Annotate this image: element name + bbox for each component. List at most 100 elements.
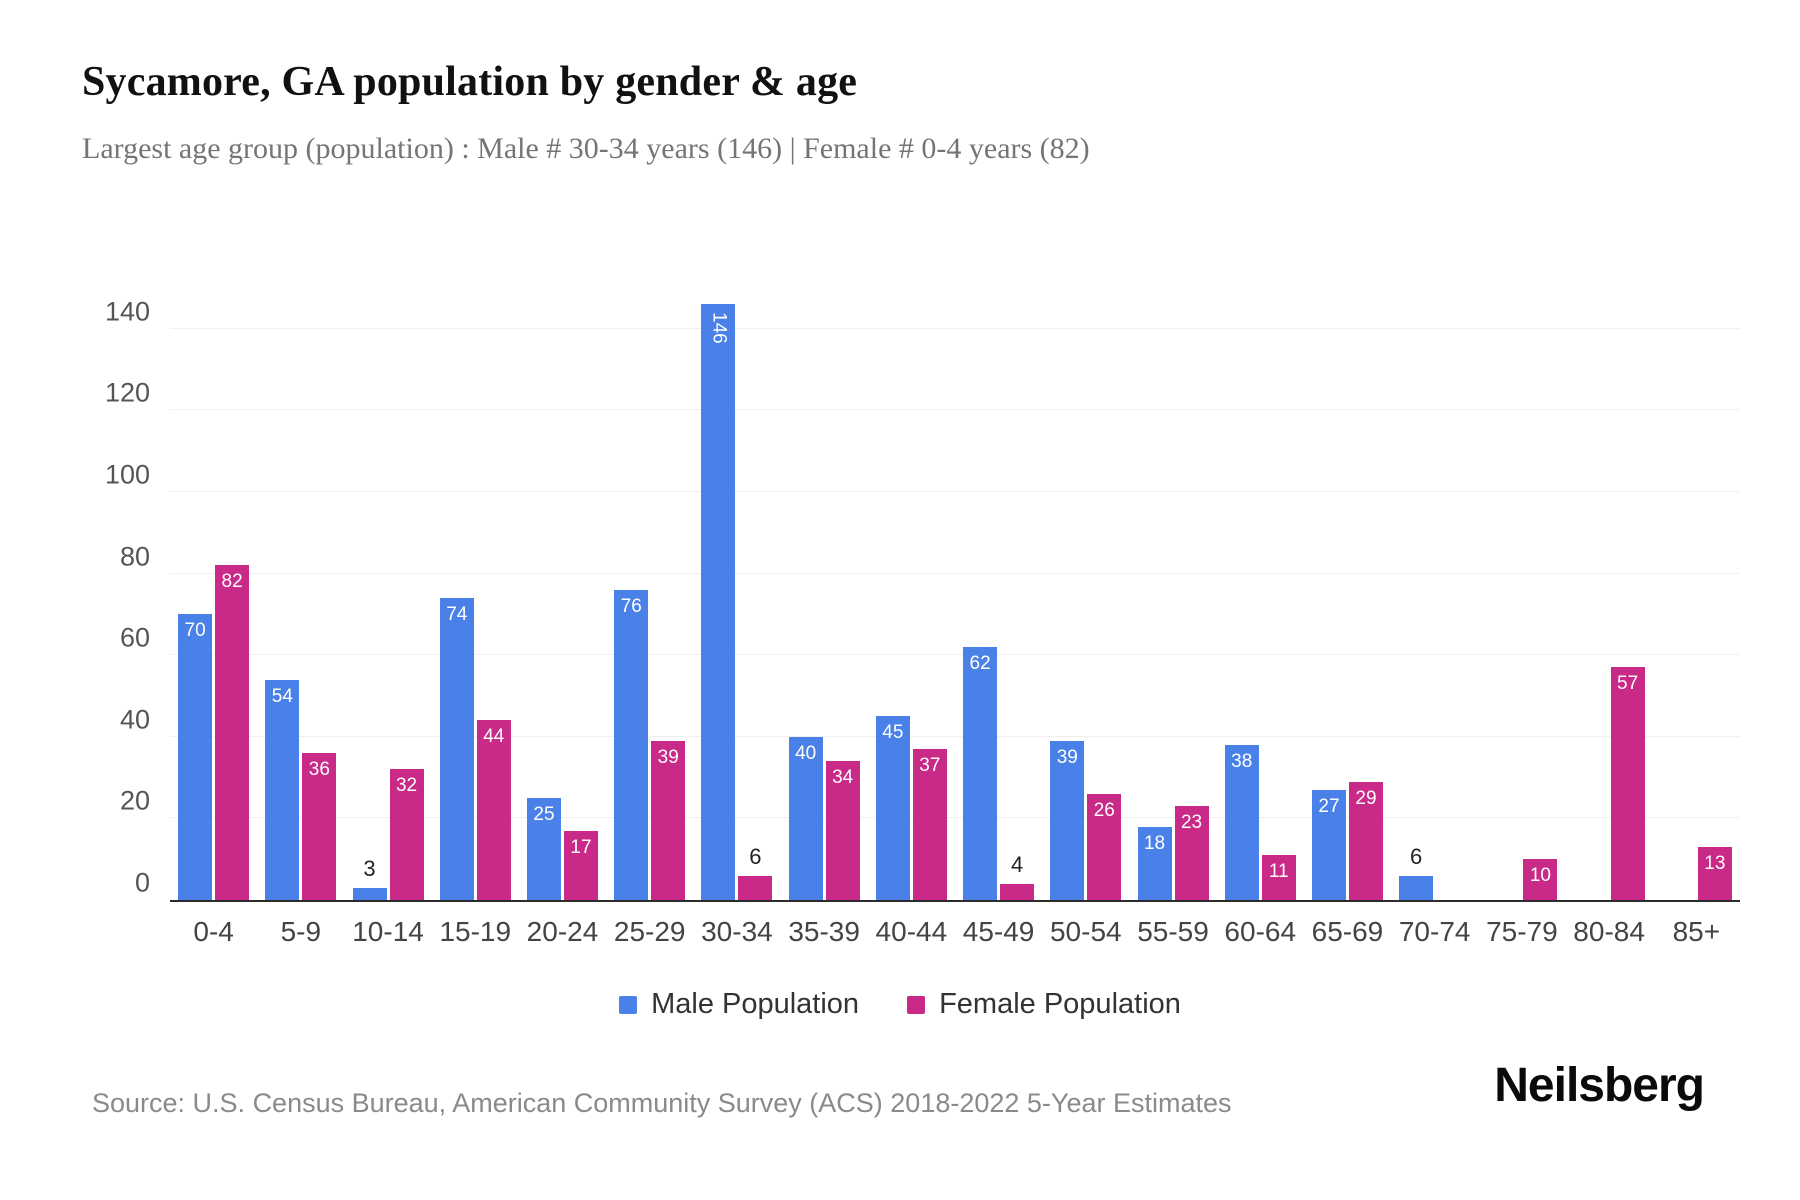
bar-value-label: 40 (795, 742, 817, 764)
legend-item-male[interactable]: Male Population (619, 988, 859, 1021)
bar-value-label: 25 (533, 804, 555, 825)
bar-female[interactable]: 32 (389, 769, 424, 900)
bar-group-65-69: 27 29 65-69 (1304, 288, 1391, 947)
bar-female[interactable]: 37 (912, 749, 947, 900)
bar-group-30-34: 146 6 30-34 (693, 288, 780, 947)
legend-swatch-female (907, 995, 926, 1014)
bar-value-label: 18 (1143, 832, 1166, 854)
neilsberg-logo: Neilsberg (1494, 1059, 1705, 1112)
legend-label-female: Female Population (939, 988, 1181, 1020)
grid-line (170, 491, 1740, 492)
bar-female[interactable]: 4 (1000, 853, 1035, 900)
bar-group-80-84: 57 80-84 (1566, 288, 1653, 947)
bar-male[interactable]: 6 (1399, 845, 1434, 900)
bar-groups: 70 82 0-4 54 36 5-9 3 32 10-14 74 44 15-19 25 17 20-24… (170, 288, 1740, 947)
bar-female[interactable]: 34 (825, 761, 860, 900)
bar-male[interactable]: 38 (1224, 744, 1259, 900)
y-tick-label: 120 (104, 377, 150, 408)
bar-female[interactable]: 13 (1697, 846, 1732, 900)
bar-male[interactable]: 27 (1311, 789, 1346, 900)
bar-male[interactable]: 54 (265, 679, 300, 900)
bar-female[interactable]: 6 (738, 845, 773, 900)
bar-male[interactable]: 62 (963, 647, 998, 900)
bar-value-label: 36 (308, 759, 330, 781)
y-tick-label: 40 (119, 704, 150, 735)
bar-female[interactable]: 23 (1174, 806, 1209, 900)
bar-male[interactable]: 18 (1137, 826, 1172, 900)
x-tick-label: 0-4 (193, 916, 234, 947)
bar-value-label: 13 (1704, 852, 1726, 874)
bar-value-label: 44 (483, 726, 505, 748)
legend: Male Population Female Population (0, 988, 1800, 1021)
bar-male[interactable]: 70 (178, 614, 213, 900)
bar-female[interactable]: 39 (651, 740, 686, 900)
x-tick-label: 35-39 (788, 916, 860, 947)
bar-value-label: 74 (446, 604, 468, 626)
legend-item-female[interactable]: Female Population (907, 988, 1181, 1021)
x-tick-label: 45-49 (962, 916, 1035, 947)
y-tick-label: 60 (119, 622, 150, 653)
y-tick-label: 140 (104, 296, 150, 327)
bar-value-label: 39 (1056, 746, 1078, 768)
bar-value-label: 39 (657, 746, 679, 768)
bar-male[interactable]: 146 (701, 304, 736, 900)
bar-male[interactable]: 3 (352, 857, 387, 900)
y-tick-label: 0 (134, 867, 150, 898)
bar-value-label: 146 (708, 312, 730, 345)
bar-male[interactable]: 74 (439, 598, 474, 900)
x-tick-label: 50-54 (1049, 916, 1122, 947)
bar-female[interactable]: 36 (302, 753, 337, 900)
x-tick-label: 10-14 (352, 916, 424, 947)
bar-male[interactable]: 40 (788, 736, 823, 900)
bar-value-label: 37 (919, 755, 941, 777)
bar-female[interactable]: 44 (476, 720, 511, 900)
bar-group-20-24: 25 17 20-24 (519, 288, 606, 947)
y-tick-label: 80 (119, 541, 150, 572)
bar-male[interactable]: 39 (1050, 740, 1085, 900)
bar-group-35-39: 40 34 35-39 (781, 288, 868, 947)
bar-male[interactable]: 76 (614, 589, 649, 900)
bar-value-label: 4 (1010, 851, 1024, 877)
source-attribution: Source: U.S. Census Bureau, American Com… (92, 1088, 1232, 1118)
bar-female[interactable]: 82 (215, 565, 250, 900)
bar-female[interactable]: 17 (563, 830, 598, 900)
x-tick-label: 20-24 (526, 916, 599, 947)
bar-value-label: 38 (1231, 750, 1253, 772)
x-tick-label: 85+ (1672, 916, 1721, 947)
bar-value-label: 23 (1180, 812, 1203, 834)
bar-value-label: 11 (1268, 861, 1289, 883)
bar-female[interactable]: 11 (1261, 855, 1296, 900)
chart: 0 20 40 60 80 100 120 140 70 82 0-4 54 36 5-9 3 32 10-14… (105, 288, 1740, 947)
grid-line (170, 654, 1740, 656)
bar-group-55-59: 18 23 55-59 (1129, 288, 1216, 947)
legend-swatch-male (619, 995, 638, 1014)
bar-value-label: 76 (620, 595, 642, 617)
page-title: Sycamore, GA population by gender & age (82, 59, 858, 105)
bar-value-label: 62 (969, 653, 991, 675)
bar-female[interactable]: 10 (1523, 859, 1558, 900)
grid-line (170, 327, 1740, 329)
bar-female[interactable]: 26 (1087, 793, 1122, 900)
bar-group-25-29: 76 39 25-29 (606, 288, 693, 947)
bar-value-label: 32 (395, 775, 418, 797)
bar-value-label: 27 (1318, 795, 1340, 817)
bar-female[interactable]: 57 (1610, 667, 1645, 900)
x-tick-label: 55-59 (1137, 916, 1209, 947)
bar-group-10-14: 3 32 10-14 (344, 288, 431, 947)
grid-line (170, 572, 1740, 574)
x-tick-label: 70-74 (1398, 916, 1471, 947)
bar-value-label: 70 (184, 620, 206, 642)
x-tick-label: 25-29 (613, 916, 686, 947)
x-tick-label: 60-64 (1224, 916, 1297, 947)
bar-male[interactable]: 45 (875, 716, 910, 900)
bar-value-label: 6 (749, 843, 762, 869)
bar-female[interactable]: 29 (1348, 781, 1383, 900)
grid-line (170, 735, 1740, 737)
bar-male[interactable]: 25 (526, 798, 561, 900)
legend-label-male: Male Population (651, 988, 860, 1020)
x-tick-label: 5-9 (280, 916, 322, 947)
bar-value-label: 29 (1355, 787, 1377, 809)
x-tick-label: 40-44 (875, 916, 948, 947)
bar-group-5-9: 54 36 5-9 (257, 288, 344, 947)
bar-value-label: 45 (882, 722, 904, 744)
